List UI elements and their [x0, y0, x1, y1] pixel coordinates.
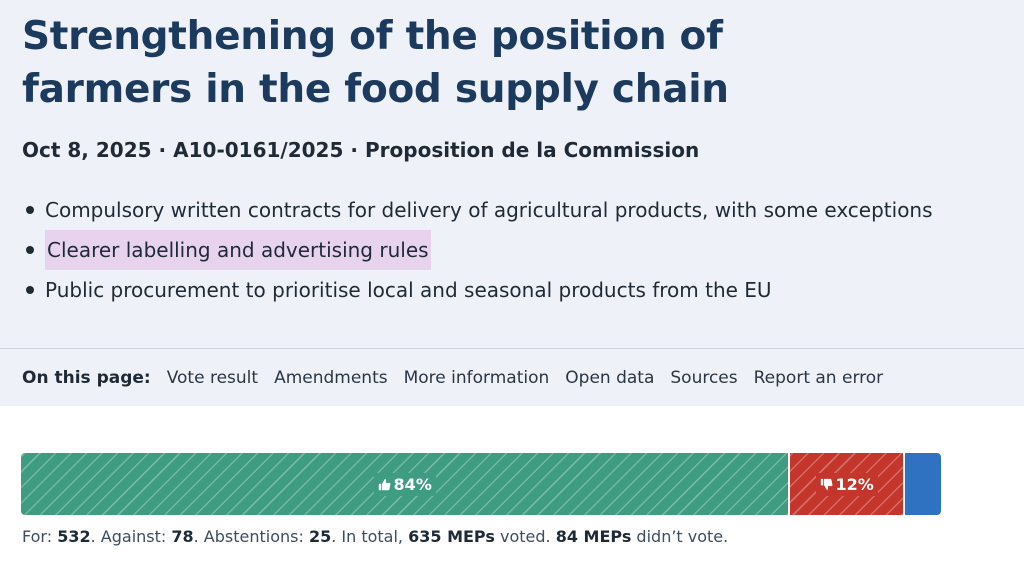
page-title: Strengthening of the position of farmers…	[22, 14, 729, 112]
nav-link-more-information[interactable]: More information	[403, 368, 550, 388]
summary-against-value: 78	[171, 527, 194, 546]
summary-for-value: 532	[57, 527, 91, 546]
summary-total-value: 635 MEPs	[408, 527, 495, 546]
summary-abst-value: 25	[308, 527, 332, 546]
bullet-icon	[26, 246, 34, 254]
summary-item: Compulsory written contracts for deliver…	[22, 190, 933, 230]
vote-abstention-segment[interactable]	[904, 453, 941, 515]
divider	[0, 348, 1024, 349]
bullet-icon	[26, 286, 34, 294]
summary-item: Clearer labelling and advertising rules	[22, 230, 933, 270]
summary-voted-label: voted.	[494, 527, 556, 546]
summary-list: Compulsory written contracts for deliver…	[22, 190, 933, 310]
header-area: Strengthening of the position of farmers…	[0, 0, 1024, 406]
on-this-page-label: On this page:	[22, 368, 151, 388]
vote-result-bar: 84% 12%	[21, 453, 941, 515]
summary-for-label: For:	[22, 527, 58, 546]
nav-link-vote-result[interactable]: Vote result	[166, 368, 259, 388]
thumbs-up-icon	[378, 478, 391, 490]
vote-against-segment[interactable]: 12%	[790, 453, 903, 515]
summary-item-text: Compulsory written contracts for deliver…	[45, 198, 933, 222]
meta-separator: ·	[158, 138, 167, 162]
vote-date: Oct 8, 2025	[22, 138, 152, 162]
nav-link-report-error[interactable]: Report an error	[753, 368, 884, 388]
thumbs-down-icon	[820, 478, 832, 490]
vote-for-segment[interactable]: 84%	[21, 453, 789, 515]
nav-link-amendments[interactable]: Amendments	[274, 368, 388, 388]
vote-summary: For: 532. Against: 78. Abstentions: 25. …	[22, 527, 728, 546]
summary-abst-label: . Abstentions:	[193, 527, 309, 546]
vote-against-label: 12%	[815, 472, 878, 496]
summary-novote-value: 84 MEPs	[555, 527, 632, 546]
vote-against-percent: 12%	[835, 474, 874, 494]
vote-for-percent: 84%	[393, 474, 432, 494]
on-this-page-nav: On this page: Vote result Amendments Mor…	[22, 368, 899, 388]
vote-type: Proposition de la Commission	[365, 138, 700, 162]
bullet-icon	[26, 206, 34, 214]
summary-total-label: . In total,	[331, 527, 409, 546]
summary-novote-label: didn’t vote.	[631, 527, 729, 546]
vote-meta: Oct 8, 2025 · A10-0161/2025 · Proposition de…	[22, 138, 699, 162]
nav-link-sources[interactable]: Sources	[670, 368, 738, 388]
summary-item-text: Public procurement to prioritise local a…	[45, 278, 772, 302]
nav-link-open-data[interactable]: Open data	[565, 368, 655, 388]
vote-reference: A10-0161/2025	[173, 138, 344, 162]
vote-for-label: 84%	[373, 472, 436, 496]
summary-item: Public procurement to prioritise local a…	[22, 270, 933, 310]
meta-separator: ·	[350, 138, 358, 162]
summary-against-label: . Against:	[90, 527, 172, 546]
summary-item-text-highlighted: Clearer labelling and advertising rules	[45, 230, 431, 270]
